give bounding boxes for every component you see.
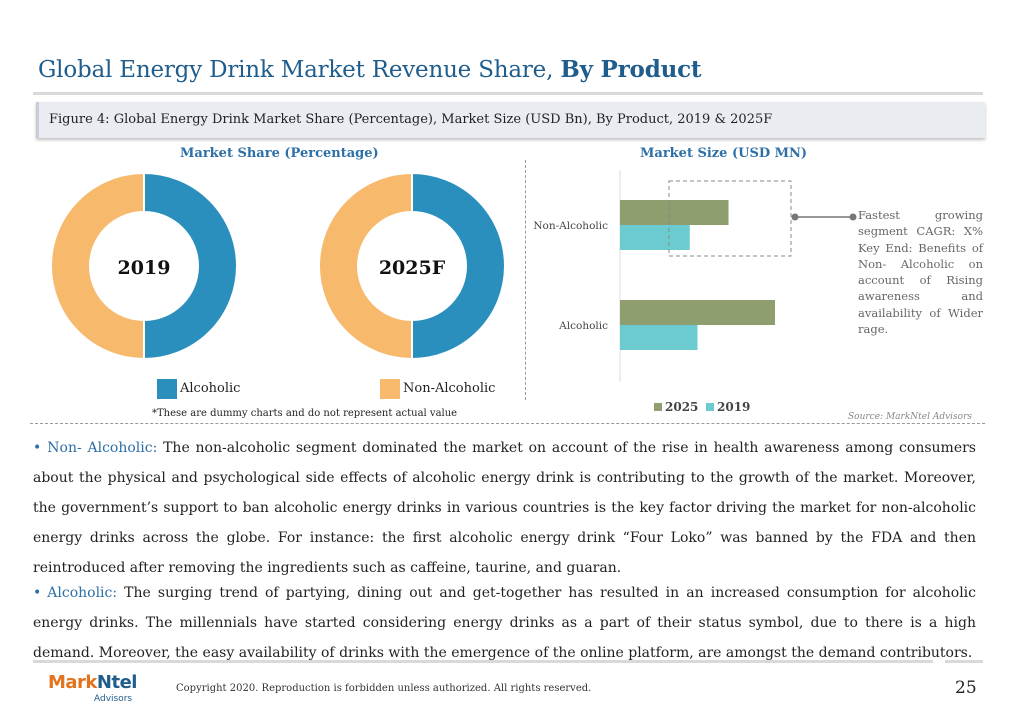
bar-non-alcoholic-2019 — [620, 225, 690, 250]
highlight-box — [668, 180, 792, 257]
donut-charts: 2019 2025F — [50, 171, 506, 361]
paragraph-alcoholic: • Alcoholic: The surging trend of partyin… — [33, 578, 976, 668]
callout-body: segment CAGR: X% Key End: Benefits of No… — [858, 224, 983, 337]
bar-category-label: Non-Alcoholic — [533, 220, 608, 232]
callout-dot-right — [849, 213, 857, 221]
paragraph-non-alcoholic: • Non- Alcoholic: The non-alcoholic segme… — [33, 433, 976, 583]
legend-swatch-alcoholic — [157, 379, 177, 399]
dummy-chart-note: *These are dummy charts and do not repre… — [152, 408, 458, 419]
donut-center-label: 2025F — [379, 257, 446, 279]
legend-swatch-non-alcoholic — [380, 379, 400, 399]
callout-word-growing: growing — [934, 208, 983, 222]
section-divider — [30, 423, 985, 424]
callout-word-fastest: Fastest — [858, 208, 900, 222]
bullet-icon: • — [33, 440, 42, 456]
legend-label-alcoholic: Alcoholic — [180, 381, 241, 396]
company-logo: MarkNtel — [48, 672, 137, 693]
bar-alcoholic-2019 — [620, 325, 698, 350]
paragraph-text: The non-alcoholic segment dominated the … — [33, 440, 976, 576]
page-number: 25 — [955, 678, 977, 698]
paragraph-text: The surging trend of partying, dining ou… — [33, 585, 976, 661]
donut-slice-alcoholic — [143, 171, 238, 361]
callout-text: Fastest growing segment CAGR: X% Key End… — [858, 207, 983, 337]
donut-center-label: 2019 — [118, 257, 171, 279]
panel-divider — [525, 160, 526, 400]
bar-legend-swatch — [654, 403, 662, 411]
page-title: Global Energy Drink Market Revenue Share… — [38, 56, 702, 83]
logo-subtitle: Advisors — [94, 694, 133, 704]
title-main: Global Energy Drink Market Revenue Share… — [38, 57, 561, 83]
bar-legend-swatch — [706, 403, 714, 411]
bar-category-label: Alcoholic — [558, 320, 608, 332]
callout-dot-left — [791, 213, 799, 221]
figure-caption: Figure 4: Global Energy Drink Market Sha… — [49, 112, 773, 127]
logo-mark-b: Ntel — [96, 672, 138, 693]
figure-caption-bar: Figure 4: Global Energy Drink Market Sha… — [36, 102, 985, 138]
donut-slice-alcoholic — [411, 171, 506, 361]
footer-divider — [33, 660, 933, 663]
bar-alcoholic-2025 — [620, 300, 775, 325]
callout-line1: Fastest growing — [858, 207, 983, 223]
bar-chart-group: Non-Alcoholic Alcoholic 2025 2019 — [533, 170, 775, 414]
footer-divider-short — [945, 660, 983, 663]
paragraph-label: Non- Alcoholic: — [47, 440, 158, 456]
market-size-heading: Market Size (USD MN) — [640, 146, 808, 161]
callout-graphic — [668, 180, 857, 257]
bar-legend-label: 2025 — [665, 400, 698, 414]
bar-legend-label: 2019 — [717, 400, 750, 414]
market-share-heading: Market Share (Percentage) — [180, 146, 379, 161]
paragraph-label: Alcoholic: — [47, 585, 118, 601]
donut-slice-non-alcoholic — [50, 171, 145, 361]
bullet-icon: • — [33, 585, 42, 601]
title-divider — [33, 92, 983, 95]
bar-non-alcoholic-2025 — [620, 200, 729, 225]
donut-slice-non-alcoholic — [318, 171, 413, 361]
legend-label-non-alcoholic: Non-Alcoholic — [403, 381, 496, 396]
bar-chart: Non-Alcoholic Alcoholic 2025 2019 — [533, 170, 775, 414]
donut-chart-2025f: 2025F — [318, 171, 506, 361]
title-bold: By Product — [560, 56, 702, 83]
donut-chart-2019: 2019 — [50, 171, 238, 361]
source-note: Source: MarkNtel Advisors — [848, 412, 973, 422]
logo-mark-a: Mark — [48, 672, 97, 693]
copyright-text: Copyright 2020. Reproduction is forbidde… — [176, 683, 592, 694]
